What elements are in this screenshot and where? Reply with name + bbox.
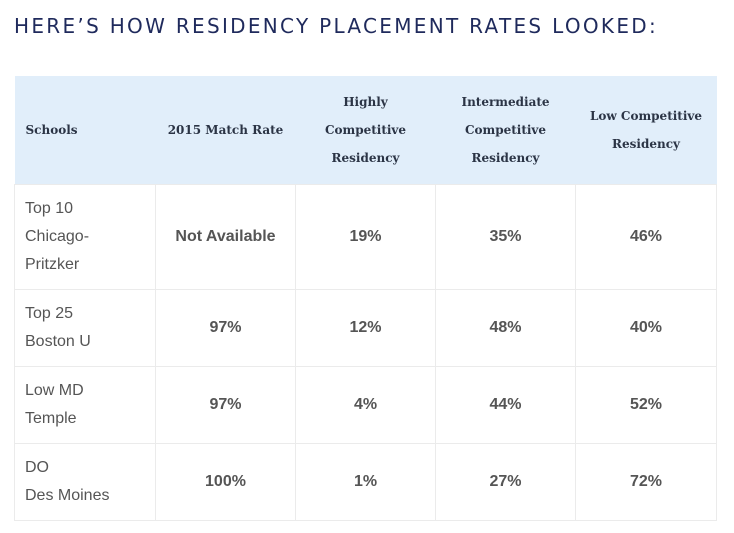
- header-line: Residency: [471, 151, 540, 165]
- intermediate-competitive-cell: 27%: [435, 443, 576, 521]
- school-line: Low MD: [25, 382, 84, 399]
- school-line: Pritzker: [25, 256, 80, 273]
- header-schools: Schools: [14, 76, 156, 185]
- header-line: Competitive: [324, 123, 407, 137]
- school-line: Des Moines: [25, 487, 110, 504]
- header-line: Residency: [612, 137, 680, 151]
- residency-placement-table: Schools 2015 Match Rate Highly Competiti…: [14, 76, 717, 521]
- low-competitive-cell: 72%: [575, 443, 717, 521]
- highly-competitive-cell: 12%: [295, 289, 436, 367]
- school-line: Top 25: [25, 305, 74, 322]
- page-heading: HERE’S HOW RESIDENCY PLACEMENT RATES LOO…: [14, 14, 658, 38]
- table-row: Top 25 Boston U 97% 12% 48% 40%: [14, 289, 717, 367]
- low-competitive-cell: 52%: [575, 366, 717, 444]
- school-cell: DO Des Moines: [14, 443, 156, 521]
- low-competitive-cell: 46%: [575, 184, 717, 290]
- table-row: Low MD Temple 97% 4% 44% 52%: [14, 366, 717, 444]
- school-line: Top 10: [25, 200, 74, 217]
- header-line: Competitive: [464, 123, 547, 137]
- match-rate-cell: 97%: [155, 289, 296, 367]
- school-cell: Top 10 Chicago- Pritzker: [14, 184, 156, 290]
- header-intermediate-competitive: Intermediate Competitive Residency: [435, 76, 576, 185]
- low-competitive-cell: 40%: [575, 289, 717, 367]
- school-cell: Top 25 Boston U: [14, 289, 156, 367]
- school-cell: Low MD Temple: [14, 366, 156, 444]
- school-line: DO: [25, 459, 49, 476]
- match-rate-cell: Not Available: [155, 184, 296, 290]
- header-highly-competitive: Highly Competitive Residency: [295, 76, 436, 185]
- table-row: DO Des Moines 100% 1% 27% 72%: [14, 443, 717, 521]
- intermediate-competitive-cell: 44%: [435, 366, 576, 444]
- header-match-rate: 2015 Match Rate: [155, 76, 296, 185]
- header-line: Residency: [331, 151, 400, 165]
- match-rate-cell: 100%: [155, 443, 296, 521]
- highly-competitive-cell: 19%: [295, 184, 436, 290]
- intermediate-competitive-cell: 35%: [435, 184, 576, 290]
- table-body: Top 10 Chicago- Pritzker Not Available 1…: [14, 184, 717, 521]
- school-line: Chicago-: [25, 228, 90, 245]
- header-line: Low Competitive: [589, 109, 703, 123]
- school-line: Boston U: [25, 333, 91, 350]
- header-line: Schools: [25, 123, 78, 137]
- header-line: Highly: [343, 95, 388, 109]
- header-low-competitive: Low Competitive Residency: [575, 76, 717, 185]
- table-header: Schools 2015 Match Rate Highly Competiti…: [14, 76, 717, 185]
- header-row: Schools 2015 Match Rate Highly Competiti…: [14, 76, 717, 185]
- match-rate-cell: 97%: [155, 366, 296, 444]
- highly-competitive-cell: 4%: [295, 366, 436, 444]
- header-line: 2015 Match Rate: [167, 123, 284, 137]
- table-row: Top 10 Chicago- Pritzker Not Available 1…: [14, 184, 717, 290]
- header-line: Intermediate: [461, 95, 550, 109]
- highly-competitive-cell: 1%: [295, 443, 436, 521]
- intermediate-competitive-cell: 48%: [435, 289, 576, 367]
- school-line: Temple: [25, 410, 77, 427]
